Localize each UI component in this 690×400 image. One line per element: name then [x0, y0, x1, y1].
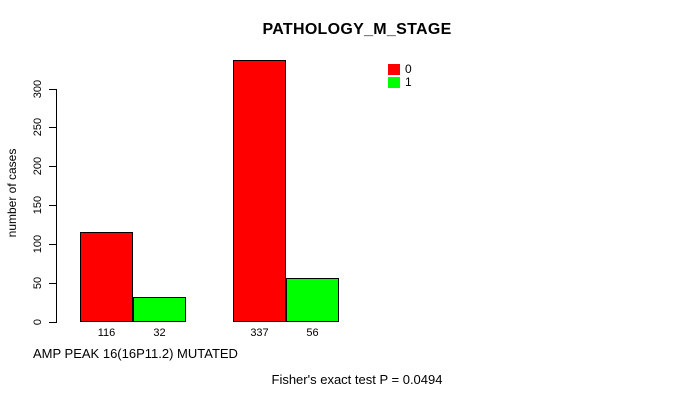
bar-series-1 [286, 278, 339, 322]
legend-swatch-icon [388, 76, 400, 88]
bar-count-label: 116 [97, 327, 116, 339]
y-tick-label: 150 [32, 195, 44, 215]
y-tick-mark [49, 244, 56, 245]
y-tick-label: 200 [32, 156, 44, 176]
bar-count-label: 32 [153, 327, 166, 339]
y-tick-label: 50 [32, 276, 44, 290]
y-tick-mark [49, 166, 56, 167]
y-tick-label: 300 [32, 79, 44, 99]
y-tick-mark [49, 283, 56, 284]
bar-series-0 [233, 60, 286, 322]
bar-series-0 [80, 232, 133, 322]
legend-label: 0 [405, 62, 412, 76]
fisher-test-annotation: Fisher's exact test P = 0.0494 [271, 372, 443, 387]
legend-label: 1 [405, 75, 412, 89]
y-axis-label: number of cases [5, 148, 19, 238]
y-tick-label: 100 [32, 234, 44, 254]
x-axis-label: AMP PEAK 16(16P11.2) MUTATED [33, 346, 238, 361]
y-axis-line [56, 89, 57, 323]
chart-title: PATHOLOGY_M_STAGE [262, 21, 452, 38]
y-tick-mark [49, 205, 56, 206]
y-tick-label: 250 [32, 117, 44, 137]
y-tick-mark [49, 322, 56, 323]
y-tick-mark [49, 89, 56, 90]
bar-series-1 [133, 297, 186, 322]
legend-swatch-icon [388, 63, 400, 75]
y-tick-mark [49, 127, 56, 128]
bar-count-label: 56 [306, 327, 319, 339]
y-tick-label: 0 [32, 318, 44, 326]
legend-entry-1: 1 [388, 76, 412, 88]
bar-count-label: 337 [250, 327, 269, 339]
legend-entry-0: 0 [388, 63, 412, 75]
